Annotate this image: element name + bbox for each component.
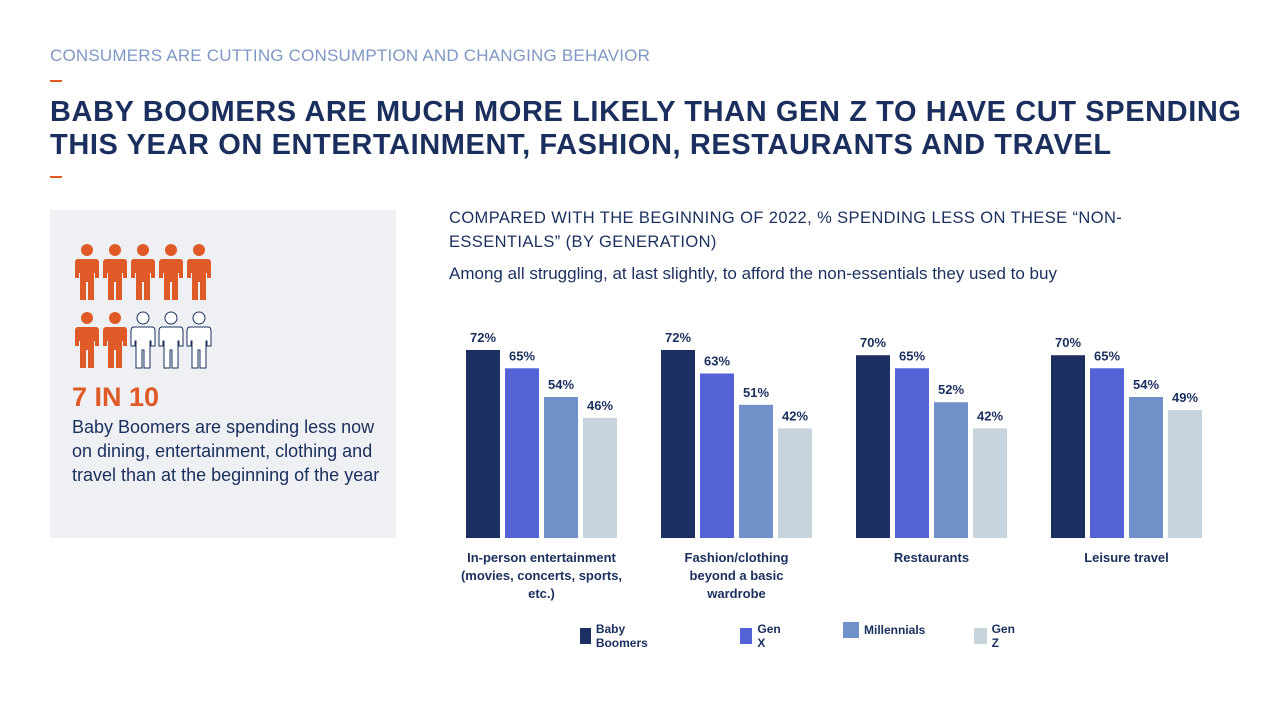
legend-swatch <box>843 622 859 638</box>
data-label: 54% <box>1133 377 1159 392</box>
person-icon-outline <box>186 311 212 369</box>
bar <box>544 397 578 538</box>
legend-item: Baby Boomers <box>580 622 653 650</box>
person-icon-filled <box>103 244 127 300</box>
data-label: 65% <box>509 348 535 363</box>
category-label: Fashion/clothing <box>685 550 789 565</box>
legend-item: Gen Z <box>974 622 1018 650</box>
bar <box>661 350 695 538</box>
category-label: wardrobe <box>706 586 766 601</box>
data-label: 70% <box>860 335 886 350</box>
data-label: 72% <box>665 330 691 345</box>
data-label: 51% <box>743 385 769 400</box>
bar <box>934 402 968 538</box>
bar <box>583 417 617 538</box>
legend-swatch <box>740 628 753 644</box>
category-label: Leisure travel <box>1084 550 1169 565</box>
bar <box>1051 355 1085 538</box>
chart-subtitle: Among all struggling, at last slightly, … <box>449 264 1057 283</box>
person-icon-outline <box>158 311 184 369</box>
legend-label: Gen X <box>757 622 781 650</box>
data-label: 70% <box>1055 335 1081 350</box>
bar <box>739 404 773 538</box>
legend-label: Baby Boomers <box>595 622 648 650</box>
data-label: 42% <box>977 408 1003 423</box>
person-icon-filled <box>159 244 183 300</box>
category-label: In-person entertainment <box>467 550 616 565</box>
data-label: 54% <box>548 377 574 392</box>
person-icon-filled <box>103 312 127 368</box>
bar <box>778 428 812 538</box>
data-label: 72% <box>470 330 496 345</box>
category-label: (movies, concerts, sports, <box>461 568 622 583</box>
callout-stat: 7 IN 10 <box>72 382 160 412</box>
data-label: 42% <box>782 408 808 423</box>
legend-item: Gen X <box>740 622 784 650</box>
category-label: etc.) <box>528 586 555 601</box>
accent-dash <box>50 80 62 82</box>
legend-swatch <box>580 628 591 644</box>
category-label: beyond a basic <box>690 568 784 583</box>
data-label: 63% <box>704 354 730 369</box>
people-icon-grid <box>75 244 212 369</box>
page-headline: BABY BOOMERS ARE MUCH MORE LIKELY THAN G… <box>50 96 1242 161</box>
data-label: 46% <box>587 398 613 413</box>
category-label: Restaurants <box>894 550 969 565</box>
legend-label: Millennials <box>864 623 926 637</box>
bar <box>700 373 734 538</box>
bar <box>1129 397 1163 538</box>
person-icon-filled <box>75 312 99 368</box>
bar <box>505 368 539 538</box>
bar <box>973 428 1007 538</box>
callout-text: Baby Boomers are spending less now on di… <box>72 417 380 485</box>
legend-item: Millennials <box>843 622 925 638</box>
person-icon-filled <box>131 244 155 300</box>
data-label: 49% <box>1172 390 1198 405</box>
bar <box>466 350 500 538</box>
accent-dash <box>50 176 62 178</box>
data-label: 65% <box>1094 348 1120 363</box>
data-label: 52% <box>938 382 964 397</box>
legend-swatch <box>974 628 987 644</box>
callout-panel: 7 IN 10 Baby Boomers are spending less n… <box>50 210 396 538</box>
person-icon-filled <box>75 244 99 300</box>
legend-label: Gen Z <box>991 622 1015 650</box>
bar <box>856 355 890 538</box>
bar <box>895 368 929 538</box>
bar <box>1168 410 1202 538</box>
chart-title: COMPARED WITH THE BEGINNING OF 2022, % S… <box>449 209 1123 251</box>
eyebrow-title: CONSUMERS ARE CUTTING CONSUMPTION AND CH… <box>50 46 651 65</box>
person-icon-outline <box>130 311 156 369</box>
data-label: 65% <box>899 348 925 363</box>
bar <box>1090 368 1124 538</box>
person-icon-filled <box>187 244 211 300</box>
